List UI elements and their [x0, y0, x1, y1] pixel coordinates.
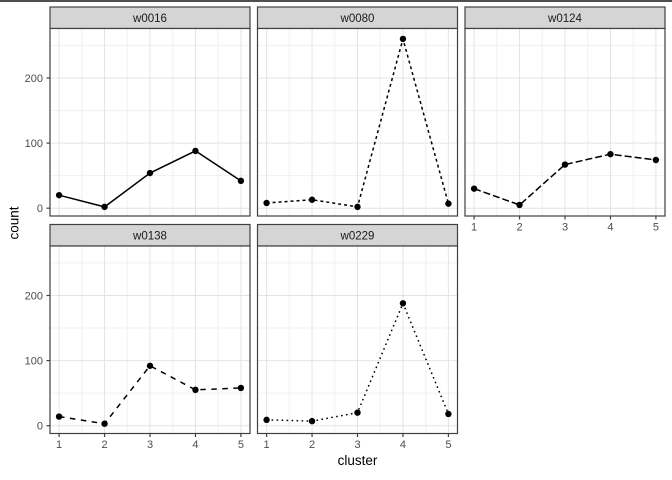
facet-w0138: w0138 0 100 200 1 2 3 4 5 [25, 223, 251, 451]
data-point [561, 161, 569, 168]
facet-w0124: w0124 1 2 3 4 5 [464, 6, 666, 234]
x-tick-label: 3 [562, 222, 568, 234]
series-line [473, 153, 657, 206]
facet-strip-label: w0080 [340, 13, 375, 25]
y-tick-label: 100 [25, 138, 43, 150]
data-point [652, 156, 660, 164]
data-point [399, 35, 407, 43]
data-point [101, 420, 108, 427]
x-tick-label: 4 [607, 222, 613, 234]
x-tick-label: 2 [101, 439, 107, 451]
panel-border [256, 27, 459, 217]
x-tick-label: 1 [471, 222, 477, 234]
data-point [146, 169, 154, 177]
y-tick-label: 0 [37, 203, 43, 215]
data-point [146, 362, 154, 369]
x-tick-label: 1 [56, 439, 62, 451]
x-tick-label: 5 [653, 222, 659, 234]
data-point [55, 191, 63, 199]
facet-w0229: w0229 1 2 3 4 5 [256, 223, 459, 451]
x-tick-label: 3 [147, 439, 153, 451]
data-point [101, 203, 108, 211]
data-point [192, 386, 199, 394]
facet-strip-label: w0229 [340, 231, 375, 243]
data-point [399, 300, 407, 307]
data-point [237, 384, 245, 392]
y-tick-label: 100 [25, 355, 43, 367]
facet-strip-label: w0124 [547, 13, 582, 25]
x-tick-label: 1 [264, 439, 270, 451]
data-point [308, 196, 316, 203]
y-tick-label: 200 [25, 290, 43, 302]
grid-major [50, 28, 250, 216]
grid-major [257, 246, 458, 434]
facet-w0016: w0016 0 100 200 [25, 6, 251, 217]
x-tick-label: 2 [309, 439, 315, 451]
facet-w0080: w0080 [256, 6, 459, 217]
panel-border [49, 27, 251, 217]
data-point [445, 200, 452, 207]
data-point [263, 416, 270, 424]
grid-major [50, 246, 250, 434]
data-point [354, 409, 361, 416]
x-tick-label: 4 [192, 439, 198, 451]
data-point [470, 185, 478, 192]
x-tick-label: 2 [516, 222, 522, 234]
data-point [607, 150, 614, 158]
y-axis-title: count [6, 206, 22, 240]
facet-strip-label: w0016 [132, 13, 167, 25]
y-tick-label: 200 [25, 73, 43, 85]
data-point [354, 203, 361, 211]
data-point [516, 201, 523, 209]
data-point [55, 413, 63, 420]
series-line [266, 301, 450, 422]
data-point [263, 199, 270, 207]
x-tick-label: 5 [238, 439, 244, 451]
data-point [308, 417, 316, 425]
x-axis-title: cluster [337, 453, 378, 468]
y-tick-label: 0 [37, 420, 43, 432]
data-point [192, 147, 199, 155]
data-point [237, 177, 245, 185]
x-tick-label: 5 [445, 439, 451, 451]
data-point [445, 410, 452, 418]
x-tick-label: 4 [400, 439, 406, 451]
grid-major [465, 28, 665, 216]
facet-strip-label: w0138 [132, 231, 167, 243]
x-tick-label: 3 [354, 439, 360, 451]
